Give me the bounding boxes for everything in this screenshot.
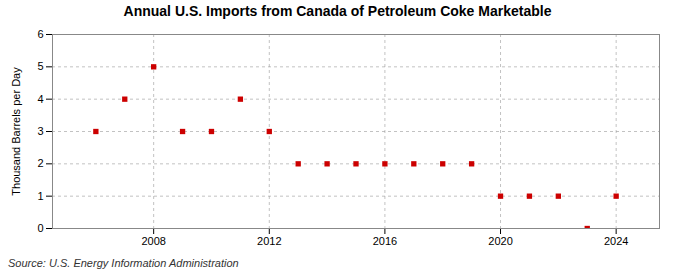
svg-text:3: 3 bbox=[37, 125, 43, 137]
svg-text:6: 6 bbox=[37, 28, 43, 40]
svg-text:4: 4 bbox=[37, 93, 43, 105]
svg-text:2020: 2020 bbox=[488, 235, 512, 247]
svg-text:2008: 2008 bbox=[141, 235, 165, 247]
svg-text:0: 0 bbox=[37, 222, 43, 234]
svg-text:1: 1 bbox=[37, 190, 43, 202]
svg-text:2024: 2024 bbox=[604, 235, 628, 247]
svg-text:2012: 2012 bbox=[257, 235, 281, 247]
svg-text:Thousand Barrels per Day: Thousand Barrels per Day bbox=[10, 67, 22, 196]
svg-text:5: 5 bbox=[37, 60, 43, 72]
html-text:Source: U.S. Energy Informatio: Source: U.S. Energy Information Administ… bbox=[8, 257, 239, 269]
svg-text:2: 2 bbox=[37, 157, 43, 169]
html-text:Annual U.S. Imports from Canad: Annual U.S. Imports from Canada of Petro… bbox=[123, 3, 552, 19]
svg-text:2016: 2016 bbox=[373, 235, 397, 247]
